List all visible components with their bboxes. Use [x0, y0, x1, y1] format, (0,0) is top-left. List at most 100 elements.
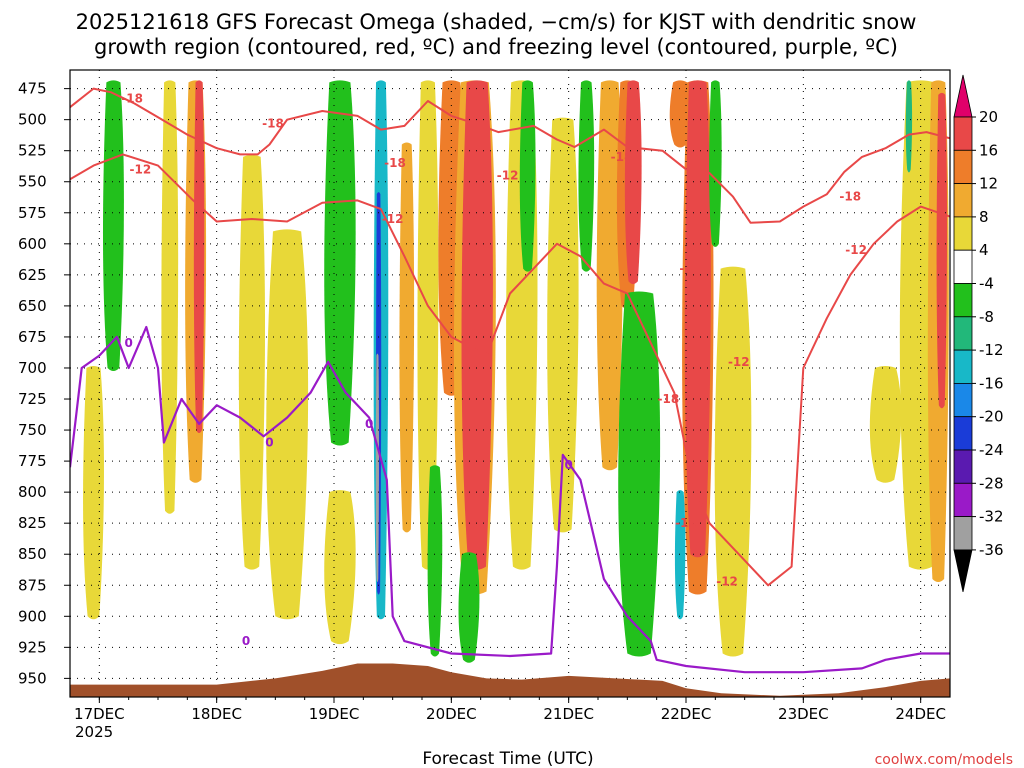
x-tick-label: 23DEC [778, 705, 829, 723]
contour-label: -18 [658, 392, 680, 406]
contour-label: -12 [675, 516, 697, 530]
chart-title-line2: growth region (contoured, red, ºC) and f… [94, 35, 898, 59]
omega-region [324, 80, 356, 446]
colorbar-label: -36 [979, 541, 1004, 559]
y-tick-label: 900 [18, 607, 47, 625]
omega-region [427, 465, 443, 657]
contour-label: -12 [728, 355, 750, 369]
colorbar-bottom-arrow [953, 549, 973, 592]
contour-label: 0 [242, 634, 250, 648]
colorbar-label: 16 [979, 141, 998, 159]
y-tick-label: 950 [18, 669, 47, 687]
y-tick-label: 825 [18, 514, 47, 532]
y-tick-label: 850 [18, 545, 47, 563]
x-tick-label: 17DEC [74, 705, 125, 723]
colorbar-label: 12 [979, 175, 998, 193]
terrain-fill [70, 663, 950, 697]
omega-region [102, 80, 124, 371]
x-year-label: 2025 [75, 723, 113, 741]
omega-region [869, 365, 902, 483]
contour-label: 0 [365, 417, 373, 431]
credit-text: coolwx.com/models [875, 752, 1013, 768]
y-tick-label: 575 [18, 204, 47, 222]
contour-label: -12 [497, 169, 519, 183]
colorbar-label: -28 [979, 474, 1004, 492]
omega-shading [83, 80, 949, 663]
y-tick-label: 650 [18, 297, 47, 315]
contour-label: -18 [384, 156, 406, 170]
omega-region [547, 117, 579, 533]
contour-label: -12 [845, 243, 867, 257]
terrain [70, 663, 950, 697]
isotherm-minus18-line [70, 87, 950, 224]
omega-region [709, 80, 722, 247]
chart-title-line1: 2025121618 GFS Forecast Omega (shaded, −… [76, 10, 917, 34]
omega-region [83, 365, 104, 620]
omega-region [161, 80, 179, 514]
colorbar: 20 16 12 8 4 -4 -8 -12 -16 -20 -24 -28 -32 -36 [953, 74, 1004, 592]
colorbar-label: -12 [979, 341, 1004, 359]
omega-region [417, 80, 439, 570]
contour-label: -12 [130, 162, 152, 176]
y-tick-label: 625 [18, 266, 47, 284]
y-tick-label: 475 [18, 80, 47, 98]
y-tick-label: 750 [18, 421, 47, 439]
x-axis-title: Forecast Time (UTC) [422, 749, 593, 768]
colorbar-segment [953, 516, 973, 551]
contour-label: -18 [839, 190, 861, 204]
colorbar-label: 8 [979, 208, 989, 226]
contour-label: 0 [124, 336, 132, 350]
y-tick-label: 600 [18, 235, 47, 253]
colorbar-segment [953, 382, 973, 418]
colorbar-segment [953, 116, 973, 151]
colorbar-segment [953, 149, 973, 185]
colorbar-label: -24 [979, 441, 1004, 459]
omega-region [936, 92, 948, 409]
y-tick-label: 700 [18, 359, 47, 377]
omega-region [458, 552, 480, 663]
omega-region [519, 80, 536, 272]
omega-region [461, 80, 493, 570]
omega-region [669, 80, 691, 148]
omega-region [714, 266, 752, 657]
colorbar-segment [953, 482, 973, 517]
colorbar-label: -16 [979, 374, 1004, 392]
contour-label: -1 [679, 262, 692, 276]
contour-label: -18 [121, 92, 143, 106]
omega-region [618, 291, 661, 657]
y-tick-label: 925 [18, 638, 47, 656]
colorbar-label: 20 [979, 108, 998, 126]
omega-region [324, 490, 356, 645]
y-axis: 475 500 525 550 575 600 625 650 675 700 725 750 775 8… [18, 80, 70, 687]
x-tick-label: 19DEC [309, 705, 360, 723]
contour-label: 0 [564, 458, 572, 472]
y-tick-label: 500 [18, 111, 47, 129]
colorbar-label: -4 [979, 275, 994, 293]
x-tick-label: 24DEC [895, 705, 946, 723]
colorbar-segment [953, 449, 973, 484]
x-axis: 17DEC 18DEC 19DEC 20DEC 21DEC 22DEC 23DEC 24DEC [74, 697, 946, 723]
colorbar-label: 4 [979, 241, 989, 259]
y-tick-label: 525 [18, 142, 47, 160]
omega-region [375, 353, 379, 583]
contour-label: -12 [716, 575, 738, 589]
y-tick-label: 775 [18, 452, 47, 470]
contours: -18 -12 -18 -18 -12 -12 -18 -1 -12 -18 -12 -12 -18 -1… [70, 87, 950, 674]
x-tick-label: 18DEC [191, 705, 242, 723]
x-tick-label: 20DEC [426, 705, 477, 723]
y-tick-label: 675 [18, 328, 47, 346]
x-tick-label: 22DEC [661, 705, 712, 723]
colorbar-segment [953, 249, 973, 284]
omega-region [266, 229, 309, 620]
omega-region [684, 80, 711, 558]
colorbar-segment [953, 283, 973, 318]
y-tick-label: 875 [18, 576, 47, 594]
omega-region [193, 80, 205, 434]
colorbar-segment [953, 216, 973, 251]
y-tick-label: 550 [18, 173, 47, 191]
contour-label: -18 [611, 150, 633, 164]
y-tick-label: 800 [18, 483, 47, 501]
y-tick-label: 725 [18, 390, 47, 408]
colorbar-top-arrow [953, 74, 973, 118]
